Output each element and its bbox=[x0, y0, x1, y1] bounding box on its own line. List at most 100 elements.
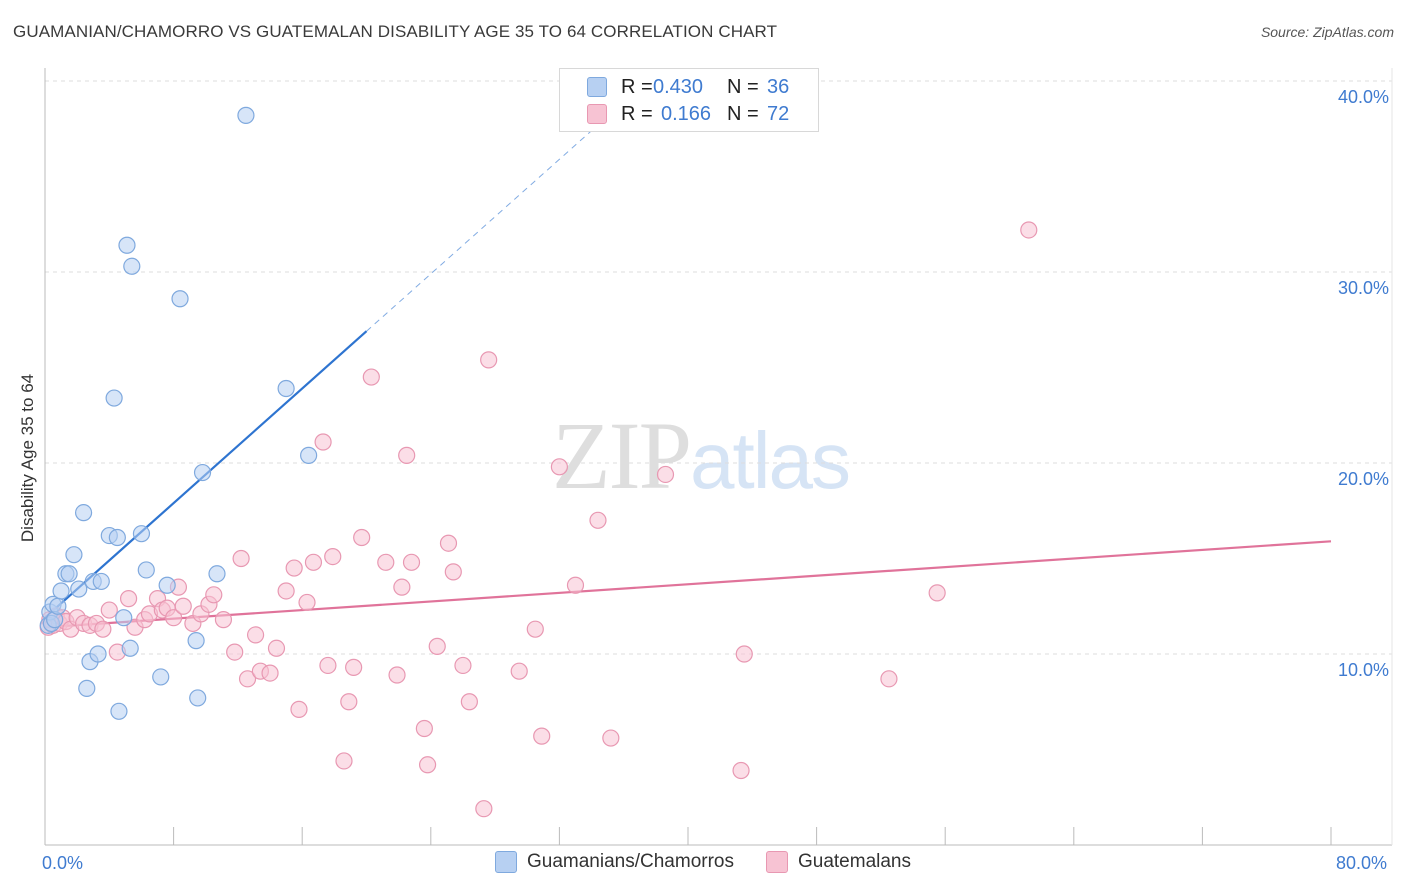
stats-row-guatemalan: R = 0.166 N = 72 bbox=[560, 100, 789, 128]
point-guatemalan bbox=[480, 351, 498, 369]
point-guamanian bbox=[171, 290, 189, 308]
r-label: R = bbox=[621, 102, 653, 125]
point-guamanian bbox=[92, 572, 110, 591]
point-guatemalan bbox=[100, 601, 118, 619]
point-guamanian bbox=[300, 446, 318, 464]
point-guatemalan bbox=[402, 553, 421, 571]
point-guatemalan bbox=[238, 670, 257, 688]
watermark: ZIPatlas bbox=[552, 400, 851, 511]
n-value: 72 bbox=[767, 102, 790, 125]
point-guatemalan bbox=[319, 656, 337, 675]
point-guatemalan bbox=[174, 597, 192, 615]
legend-swatch-blue bbox=[495, 851, 517, 873]
y-tick-40: 40.0% bbox=[1338, 87, 1390, 107]
point-guamanian bbox=[89, 645, 107, 663]
point-guamanian bbox=[60, 565, 78, 583]
point-guatemalan bbox=[298, 593, 316, 612]
point-guatemalan bbox=[533, 727, 551, 745]
point-guamanian bbox=[121, 639, 139, 657]
x-tick-min: 0.0% bbox=[42, 853, 84, 873]
point-guatemalan bbox=[460, 693, 478, 711]
r-value: 0.430 bbox=[653, 75, 704, 98]
n-value: 36 bbox=[767, 75, 790, 98]
point-guatemalan bbox=[377, 553, 395, 571]
trend-line-guamanian-extension bbox=[366, 123, 600, 332]
y-tick-10: 10.0% bbox=[1338, 660, 1390, 680]
point-guatemalan bbox=[345, 658, 363, 676]
point-guatemalan bbox=[304, 553, 323, 571]
point-guatemalan bbox=[880, 670, 898, 688]
point-guamanian bbox=[237, 106, 255, 124]
legend-label: Guamanians/Chamorros bbox=[527, 851, 734, 872]
point-guatemalan bbox=[602, 729, 620, 747]
point-guatemalan bbox=[165, 609, 183, 627]
point-guatemalan bbox=[589, 511, 607, 529]
point-guamanian bbox=[110, 702, 128, 720]
legend-item-guamanian[interactable]: Guamanians/Chamorros bbox=[495, 851, 734, 873]
point-guamanian bbox=[49, 597, 67, 615]
point-guamanian bbox=[208, 565, 226, 583]
point-guatemalan bbox=[428, 637, 446, 655]
trend-line-guatemalan bbox=[44, 540, 1332, 629]
point-guamanian bbox=[65, 546, 83, 564]
chart-title: GUAMANIAN/CHAMORRO VS GUATEMALAN DISABIL… bbox=[13, 22, 778, 41]
swatch-pink bbox=[587, 104, 607, 124]
source-credit: Source: ZipAtlas.com bbox=[1260, 24, 1394, 40]
point-guatemalan bbox=[566, 576, 585, 594]
point-guatemalan bbox=[324, 547, 342, 566]
point-guatemalan bbox=[418, 756, 437, 774]
point-guatemalan bbox=[732, 761, 750, 780]
point-guatemalan bbox=[393, 578, 411, 596]
legend-swatch-pink bbox=[765, 851, 788, 873]
point-guatemalan bbox=[335, 752, 353, 770]
point-guatemalan bbox=[232, 549, 250, 568]
legend-item-guatemalan[interactable]: Guatemalans bbox=[765, 851, 911, 873]
point-guatemalan bbox=[388, 666, 406, 684]
watermark-atlas: atlas bbox=[690, 416, 851, 505]
point-guatemalan bbox=[1020, 221, 1038, 239]
point-guatemalan bbox=[735, 645, 753, 663]
point-guamanian bbox=[118, 236, 136, 254]
point-guatemalan bbox=[261, 664, 279, 682]
point-guamanian bbox=[105, 389, 123, 407]
point-guamanian bbox=[158, 576, 176, 594]
point-guamanian bbox=[189, 689, 207, 707]
swatch-blue bbox=[587, 77, 607, 97]
point-guamanian bbox=[137, 561, 155, 579]
point-guamanian bbox=[115, 609, 133, 627]
point-guatemalan bbox=[439, 534, 458, 552]
point-guatemalan bbox=[362, 368, 380, 386]
point-guatemalan bbox=[119, 590, 138, 608]
legend-label: Guatemalans bbox=[797, 851, 911, 872]
point-guatemalan bbox=[656, 465, 675, 484]
point-guamanian bbox=[187, 632, 205, 650]
point-guatemalan bbox=[314, 433, 332, 451]
n-label: N = bbox=[727, 102, 759, 125]
point-guatemalan bbox=[550, 458, 569, 476]
y-tick-30: 30.0% bbox=[1338, 278, 1390, 298]
point-guamanian bbox=[74, 504, 93, 522]
point-guatemalan bbox=[205, 586, 223, 604]
point-guatemalan bbox=[475, 800, 493, 818]
gridlines bbox=[45, 80, 1392, 655]
point-guamanian bbox=[132, 525, 151, 543]
point-guatemalan bbox=[398, 446, 416, 464]
point-guatemalan bbox=[340, 693, 358, 711]
point-guamanian bbox=[277, 379, 295, 398]
point-guamanian bbox=[108, 528, 126, 547]
point-guatemalan bbox=[94, 620, 112, 638]
watermark-zip: ZIP bbox=[552, 402, 692, 509]
stats-row-guamanian: R = 0.430 N = 36 bbox=[560, 73, 789, 101]
point-guatemalan bbox=[226, 643, 244, 661]
series-legend: Guamanians/Chamorros Guatemalans bbox=[0, 851, 1406, 873]
point-guatemalan bbox=[444, 563, 462, 581]
stats-legend: R = 0.430 N = 36 R = 0.166 N = 72 bbox=[559, 68, 819, 132]
y-axis-label: Disability Age 35 to 64 bbox=[18, 373, 37, 543]
point-guamanian bbox=[152, 668, 170, 686]
r-label: R = bbox=[621, 75, 653, 98]
point-guamanian bbox=[123, 257, 141, 275]
r-value: 0.166 bbox=[661, 102, 712, 125]
point-guatemalan bbox=[454, 656, 472, 675]
point-guatemalan bbox=[510, 662, 528, 680]
